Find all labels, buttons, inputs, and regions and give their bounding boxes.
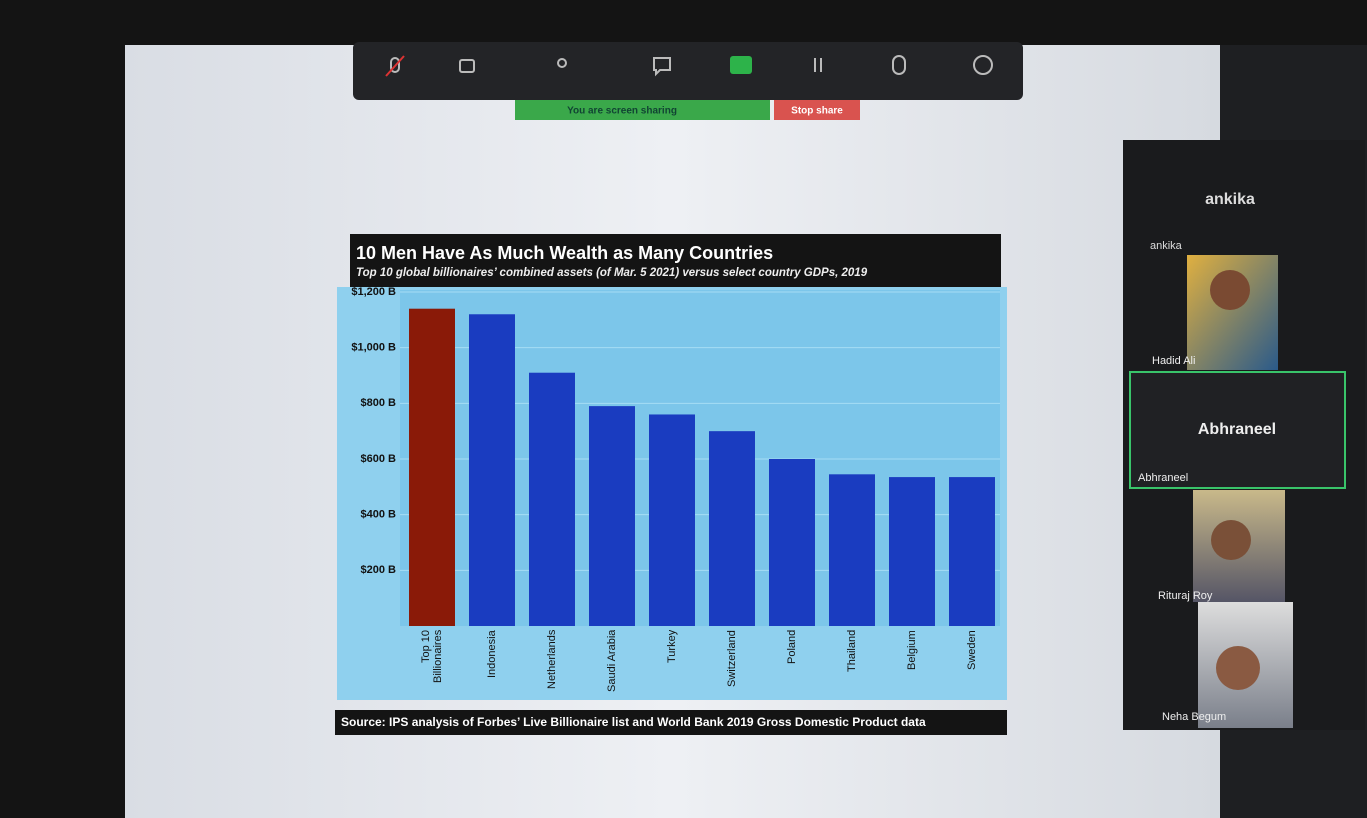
bar: [769, 459, 815, 626]
x-tick-label-wrap: Turkey: [650, 630, 694, 696]
chart-subtitle: Top 10 global billionaires’ combined ass…: [356, 267, 868, 279]
title-box: [350, 234, 1001, 287]
participant-name: Neha Begum: [1162, 711, 1226, 723]
x-tick-label-wrap: Thailand: [830, 630, 874, 696]
tiles: ankika ankika Hadid Ali Abhraneel Abhran…: [1129, 191, 1346, 728]
x-tick-label-box: Sweden: [950, 630, 994, 696]
stop-share-text[interactable]: Stop share: [791, 106, 843, 117]
x-tick-label: Thailand: [846, 630, 858, 673]
face: [1216, 646, 1260, 690]
x-tick-label: Top 10 Billionaires: [420, 630, 444, 684]
y-tick-label: $1,200 B: [351, 286, 396, 298]
x-tick-label-wrap: Indonesia: [470, 630, 514, 696]
chart-source: Source: IPS analysis of Forbes’ Live Bil…: [341, 715, 926, 729]
y-tick-label: $200 B: [361, 564, 397, 576]
annotate-icon[interactable]: [892, 55, 906, 75]
video-icon[interactable]: [459, 59, 475, 73]
x-tick-label: Sweden: [966, 630, 978, 670]
face: [1210, 270, 1250, 310]
x-tick-label-box: Switzerland: [710, 630, 754, 696]
x-tick-label-wrap: Switzerland: [710, 630, 754, 696]
mic-off: [385, 55, 405, 77]
bar: [889, 477, 935, 626]
bar: [529, 372, 575, 626]
active-tile: [1129, 371, 1346, 489]
x-tick-label: Indonesia: [486, 630, 498, 678]
bar: [409, 308, 455, 626]
x-tick-label-wrap: Netherlands: [530, 630, 574, 696]
participant-name: Abhraneel: [1138, 472, 1188, 484]
y-tick-label: $800 B: [361, 397, 397, 409]
x-tick-label: Netherlands: [546, 630, 558, 690]
toolbar: [353, 42, 1023, 100]
x-tick-label-wrap: Sweden: [950, 630, 994, 696]
bar: [709, 431, 755, 626]
x-tick-label-box: Netherlands: [530, 630, 574, 696]
source-box: [335, 710, 1007, 735]
mic-icon[interactable]: [390, 57, 400, 73]
toolbar-icons: [385, 55, 993, 77]
x-tick-label: Switzerland: [726, 630, 738, 687]
x-tick-label-box: Top 10 Billionaires: [410, 630, 454, 696]
x-tick-label-wrap: Saudi Arabia: [590, 630, 634, 696]
chart-title: 10 Men Have As Much Wealth as Many Count…: [356, 243, 773, 263]
x-tick-label: Turkey: [666, 630, 678, 664]
avatar-label: Abhraneel: [1198, 421, 1276, 438]
x-tick-label-box: Belgium: [890, 630, 934, 696]
participant-name: Rituraj Roy: [1158, 590, 1213, 602]
sharing-banner: [515, 100, 770, 120]
participant-name: Hadid Ali: [1152, 355, 1195, 367]
x-tick-label-box: Thailand: [830, 630, 874, 696]
y-tick-label: $1,000 B: [351, 342, 396, 354]
chat-icon[interactable]: [653, 57, 671, 77]
x-tick-label-box: Turkey: [650, 630, 694, 696]
x-tick-label: Belgium: [906, 630, 918, 670]
bar: [589, 406, 635, 626]
sharing-text: You are screen sharing: [567, 106, 677, 117]
stop-share-button[interactable]: [774, 100, 860, 120]
avatar-label: ankika: [1205, 191, 1255, 208]
x-tick-label-wrap: Belgium: [890, 630, 934, 696]
x-tick-label-box: Saudi Arabia: [590, 630, 634, 696]
bar: [829, 474, 875, 626]
share-icon[interactable]: [730, 56, 752, 74]
x-tick-label: Poland: [786, 630, 798, 665]
x-tick-label-wrap: Top 10 Billionaires: [410, 630, 454, 696]
bar: [949, 477, 995, 626]
bar: [649, 414, 695, 626]
x-tick-label-box: Indonesia: [470, 630, 514, 696]
participants-icon[interactable]: [557, 58, 567, 68]
face: [1211, 520, 1251, 560]
more-icon[interactable]: [973, 55, 993, 75]
y-tick-label: $600 B: [361, 453, 397, 465]
y-tick-label: $400 B: [361, 509, 397, 521]
x-tick-label-box: Poland: [770, 630, 814, 696]
bar: [469, 314, 515, 626]
x-tick-label-wrap: Poland: [770, 630, 814, 696]
participant-name: ankika: [1150, 240, 1183, 252]
x-tick-label: Saudi Arabia: [606, 630, 618, 693]
